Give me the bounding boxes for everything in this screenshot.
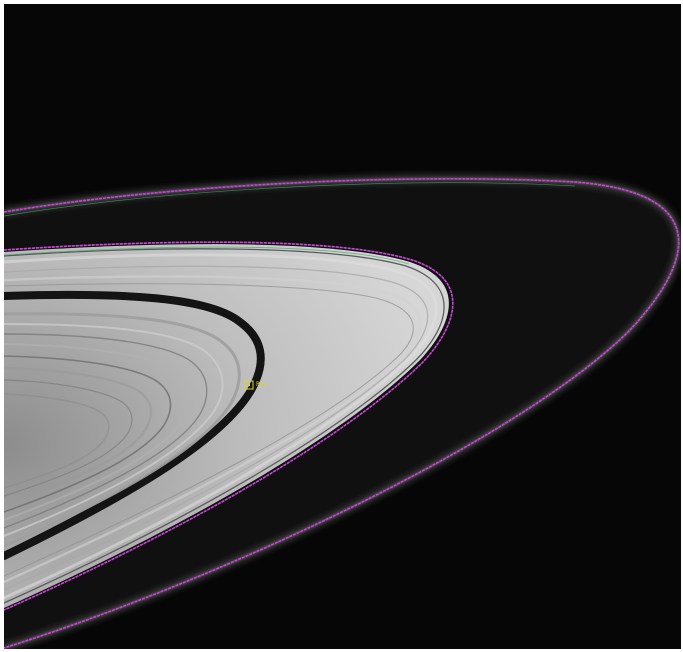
pan-label: Pan	[256, 381, 267, 388]
outer-edge-trace	[4, 177, 680, 649]
inner-edge-trace	[4, 241, 454, 611]
pan-marker-dot	[248, 384, 250, 386]
pan-marker-box	[244, 380, 254, 390]
dark-division	[4, 290, 265, 560]
